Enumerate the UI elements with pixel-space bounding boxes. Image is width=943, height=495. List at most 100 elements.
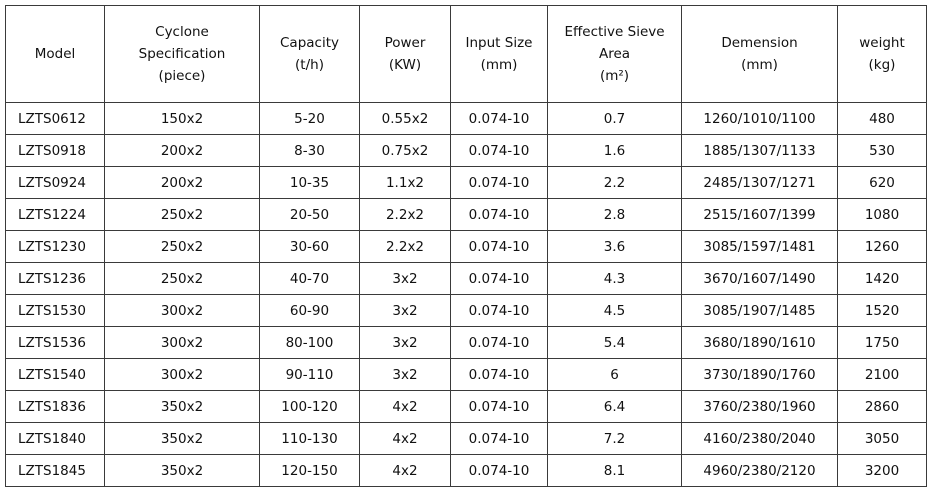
cell-input-size: 0.074-10 — [450, 454, 548, 487]
header-row: Model Cyclone Specification (piece) Capa… — [5, 5, 927, 103]
cell-input-size: 0.074-10 — [450, 326, 548, 359]
cell-model: LZTS1224 — [5, 198, 105, 231]
cell-weight: 620 — [837, 166, 927, 199]
cell-sieve-area: 1.6 — [547, 134, 682, 167]
cell-power: 2.2x2 — [359, 230, 451, 263]
cell-capacity: 10-35 — [259, 166, 360, 199]
cell-cyclone-spec: 250x2 — [104, 198, 260, 231]
cell-cyclone-spec: 200x2 — [104, 166, 260, 199]
header-line: Specification — [138, 46, 226, 62]
cell-weight: 3050 — [837, 422, 927, 455]
header-input-size: Input Size (mm) — [450, 5, 548, 103]
table-row: LZTS1530 300x2 60-90 3x2 0.074-10 4.5 3085/190… — [5, 294, 927, 327]
cell-dimension: 3760/2380/1960 — [681, 390, 838, 423]
cell-dimension: 1260/1010/1100 — [681, 102, 838, 135]
header-capacity: Capacity (t/h) — [259, 5, 360, 103]
table-row: LZTS0924 200x2 10-35 1.1x2 0.074-10 2.2 2485/1… — [5, 166, 927, 199]
cell-weight: 1420 — [837, 262, 927, 295]
cell-power: 3x2 — [359, 326, 451, 359]
cell-model: LZTS1845 — [5, 454, 105, 487]
cell-input-size: 0.074-10 — [450, 166, 548, 199]
table-row: LZTS1230 250x2 30-60 2.2x2 0.074-10 3.6 3085/1… — [5, 230, 927, 263]
header-line: (KW) — [388, 57, 422, 73]
cell-power: 1.1x2 — [359, 166, 451, 199]
cell-model: LZTS1530 — [5, 294, 105, 327]
header-demension: Demension (mm) — [681, 5, 838, 103]
cell-cyclone-spec: 250x2 — [104, 230, 260, 263]
cell-capacity: 80-100 — [259, 326, 360, 359]
header-cyclone-specification: Cyclone Specification (piece) — [104, 5, 260, 103]
table-row: LZTS1236 250x2 40-70 3x2 0.074-10 4.3 3670/160… — [5, 262, 927, 295]
header-line: Area — [598, 46, 631, 62]
cell-cyclone-spec: 350x2 — [104, 390, 260, 423]
cell-sieve-area: 0.7 — [547, 102, 682, 135]
spec-table: Model Cyclone Specification (piece) Capa… — [5, 5, 927, 487]
header-line: (m²) — [599, 68, 630, 84]
header-weight: weight (kg) — [837, 5, 927, 103]
cell-model: LZTS1236 — [5, 262, 105, 295]
cell-dimension: 1885/1307/1133 — [681, 134, 838, 167]
cell-power: 3x2 — [359, 262, 451, 295]
cell-power: 3x2 — [359, 358, 451, 391]
cell-capacity: 110-130 — [259, 422, 360, 455]
cell-capacity: 30-60 — [259, 230, 360, 263]
cell-sieve-area: 6.4 — [547, 390, 682, 423]
cell-weight: 1750 — [837, 326, 927, 359]
header-line: Capacity — [280, 35, 339, 51]
cell-power: 0.55x2 — [359, 102, 451, 135]
header-line: Input Size — [465, 35, 533, 51]
cell-cyclone-spec: 150x2 — [104, 102, 260, 135]
cell-sieve-area: 4.3 — [547, 262, 682, 295]
cell-cyclone-spec: 250x2 — [104, 262, 260, 295]
header-line: (t/h) — [295, 57, 324, 73]
table-row: LZTS0918 200x2 8-30 0.75x2 0.074-10 1.6 1885/1… — [5, 134, 927, 167]
cell-power: 0.75x2 — [359, 134, 451, 167]
header-line: weight — [859, 35, 905, 51]
cell-weight: 1260 — [837, 230, 927, 263]
cell-input-size: 0.074-10 — [450, 134, 548, 167]
header-line: Power — [384, 35, 426, 51]
cell-power: 4x2 — [359, 390, 451, 423]
cell-sieve-area: 5.4 — [547, 326, 682, 359]
cell-input-size: 0.074-10 — [450, 230, 548, 263]
cell-weight: 3200 — [837, 454, 927, 487]
cell-cyclone-spec: 300x2 — [104, 326, 260, 359]
header-line: (mm) — [480, 57, 518, 73]
header-line: Demension — [721, 35, 798, 51]
cell-sieve-area: 6 — [547, 358, 682, 391]
header-line: (kg) — [868, 57, 896, 73]
table-row: LZTS1836 350x2 100-120 4x2 0.074-10 6.4 3760/2… — [5, 390, 927, 423]
cell-input-size: 0.074-10 — [450, 422, 548, 455]
cell-input-size: 0.074-10 — [450, 294, 548, 327]
cell-weight: 1520 — [837, 294, 927, 327]
cell-cyclone-spec: 200x2 — [104, 134, 260, 167]
cell-capacity: 60-90 — [259, 294, 360, 327]
cell-weight: 530 — [837, 134, 927, 167]
header-line: Model — [34, 46, 76, 62]
cell-capacity: 100-120 — [259, 390, 360, 423]
cell-cyclone-spec: 350x2 — [104, 454, 260, 487]
cell-sieve-area: 3.6 — [547, 230, 682, 263]
cell-sieve-area: 8.1 — [547, 454, 682, 487]
cell-power: 4x2 — [359, 422, 451, 455]
cell-model: LZTS1840 — [5, 422, 105, 455]
cell-weight: 1080 — [837, 198, 927, 231]
cell-cyclone-spec: 300x2 — [104, 358, 260, 391]
cell-sieve-area: 2.2 — [547, 166, 682, 199]
cell-input-size: 0.074-10 — [450, 390, 548, 423]
header-line: Effective Sieve — [564, 24, 665, 40]
cell-dimension: 4160/2380/2040 — [681, 422, 838, 455]
cell-dimension: 2515/1607/1399 — [681, 198, 838, 231]
cell-model: LZTS0918 — [5, 134, 105, 167]
header-effective-sieve-area: Effective Sieve Area (m²) — [547, 5, 682, 103]
cell-power: 2.2x2 — [359, 198, 451, 231]
cell-sieve-area: 7.2 — [547, 422, 682, 455]
cell-model: LZTS1540 — [5, 358, 105, 391]
cell-cyclone-spec: 300x2 — [104, 294, 260, 327]
cell-model: LZTS1836 — [5, 390, 105, 423]
table-row: LZTS1540 300x2 90-110 3x2 0.074-10 6 3730/1890… — [5, 358, 927, 391]
cell-model: LZTS1536 — [5, 326, 105, 359]
cell-dimension: 2485/1307/1271 — [681, 166, 838, 199]
cell-capacity: 20-50 — [259, 198, 360, 231]
cell-capacity: 120-150 — [259, 454, 360, 487]
